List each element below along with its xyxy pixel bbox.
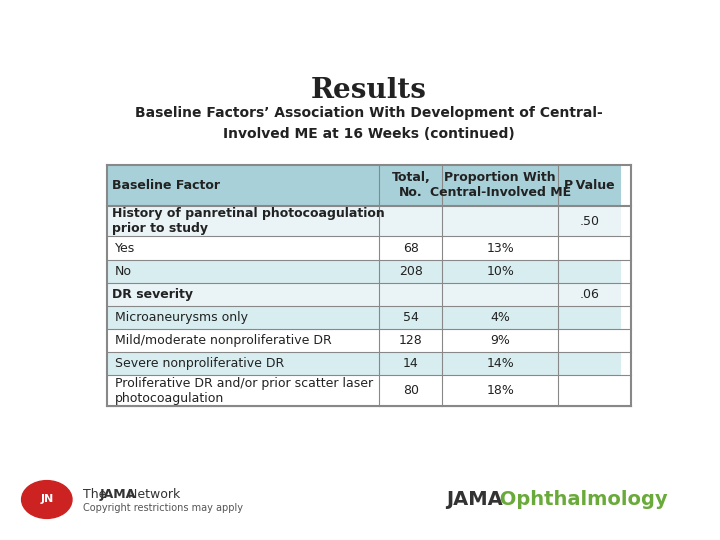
Bar [107, 375, 379, 406]
Bar [107, 306, 379, 329]
Bar [442, 283, 558, 306]
Text: Proportion With
Central-Involved ME: Proportion With Central-Involved ME [430, 171, 571, 199]
Text: Total,
No.: Total, No. [392, 171, 431, 199]
Text: 9%: 9% [490, 334, 510, 347]
Bar [379, 352, 442, 375]
Text: 14: 14 [403, 357, 419, 370]
Bar [107, 206, 379, 237]
Text: Copyright restrictions may apply: Copyright restrictions may apply [83, 503, 243, 512]
Text: DR severity: DR severity [112, 288, 193, 301]
Bar [379, 329, 442, 352]
Text: Proliferative DR and/or prior scatter laser
photocoagulation: Proliferative DR and/or prior scatter la… [115, 376, 373, 404]
Bar [442, 306, 558, 329]
Text: 10%: 10% [486, 265, 514, 278]
Text: Mild/moderate nonproliferative DR: Mild/moderate nonproliferative DR [115, 334, 332, 347]
Bar [379, 306, 442, 329]
Bar [558, 283, 621, 306]
Text: .50: .50 [580, 215, 599, 228]
Text: Baseline Factor: Baseline Factor [112, 179, 220, 192]
Bar [442, 260, 558, 283]
Text: No: No [115, 265, 132, 278]
Bar [379, 237, 442, 260]
Bar [379, 375, 442, 406]
Bar [558, 260, 621, 283]
Circle shape [22, 481, 72, 518]
Text: 18%: 18% [486, 384, 514, 397]
Text: 128: 128 [399, 334, 423, 347]
Bar [558, 237, 621, 260]
Bar [558, 306, 621, 329]
Bar [107, 237, 379, 260]
Text: P Value: P Value [564, 179, 615, 192]
Bar [558, 206, 621, 237]
Bar [107, 260, 379, 283]
Bar [379, 206, 442, 237]
Text: Involved ME at 16 Weeks (continued): Involved ME at 16 Weeks (continued) [223, 127, 515, 141]
Bar [558, 352, 621, 375]
Bar [379, 260, 442, 283]
Text: History of panretinal photocoagulation
prior to study: History of panretinal photocoagulation p… [112, 207, 385, 235]
Text: Yes: Yes [115, 241, 135, 254]
Bar [442, 375, 558, 406]
Text: 54: 54 [403, 311, 419, 324]
Text: Severe nonproliferative DR: Severe nonproliferative DR [115, 357, 284, 370]
Bar [379, 283, 442, 306]
Bar [442, 352, 558, 375]
Text: Microaneurysms only: Microaneurysms only [115, 311, 248, 324]
Text: JAMA: JAMA [446, 490, 503, 509]
Bar [442, 206, 558, 237]
Bar [442, 329, 558, 352]
Text: 14%: 14% [486, 357, 514, 370]
Text: .06: .06 [580, 288, 599, 301]
Text: JAMA: JAMA [99, 488, 135, 501]
Text: Ophthalmology: Ophthalmology [493, 490, 668, 509]
Text: Results: Results [311, 77, 427, 104]
Text: The: The [83, 488, 110, 501]
Text: 68: 68 [403, 241, 419, 254]
Text: 4%: 4% [490, 311, 510, 324]
Text: Network: Network [124, 488, 180, 501]
Text: 13%: 13% [486, 241, 514, 254]
Text: 208: 208 [399, 265, 423, 278]
Bar [107, 283, 379, 306]
Bar [107, 352, 379, 375]
Bar [558, 329, 621, 352]
Text: 80: 80 [403, 384, 419, 397]
Text: Baseline Factors’ Association With Development of Central-: Baseline Factors’ Association With Devel… [135, 106, 603, 120]
Bar [442, 237, 558, 260]
Text: JN: JN [40, 495, 53, 504]
Bar [107, 329, 379, 352]
Bar [558, 375, 621, 406]
